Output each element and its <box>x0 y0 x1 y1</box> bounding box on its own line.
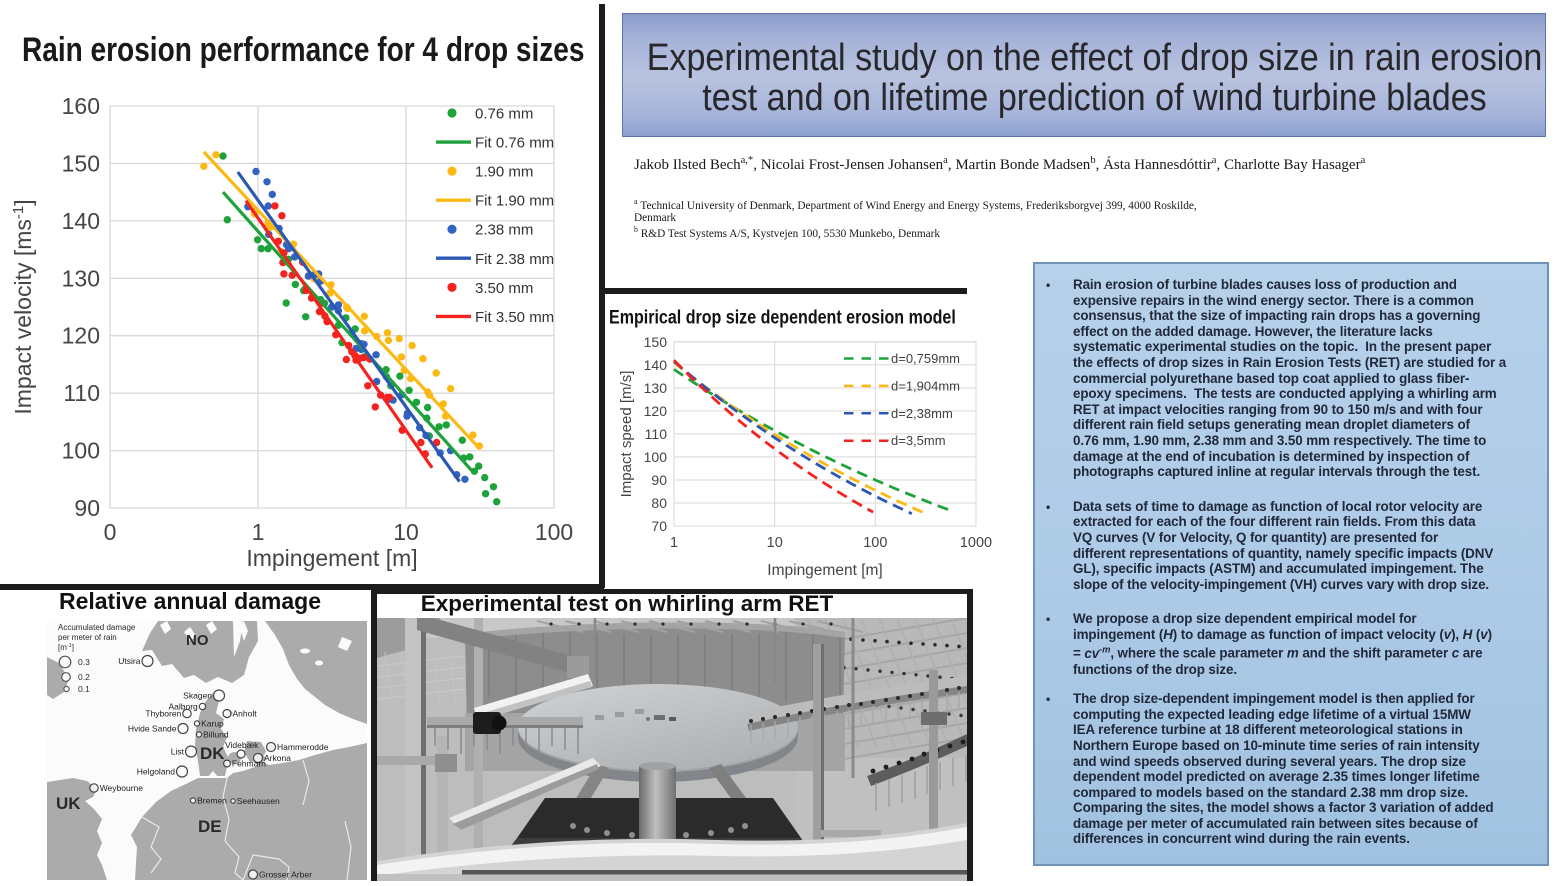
svg-text:130: 130 <box>62 265 100 291</box>
svg-text:110: 110 <box>645 426 668 442</box>
svg-text:90: 90 <box>74 495 100 521</box>
svg-text:Hammerodde: Hammerodde <box>277 742 329 752</box>
svg-text:Grosser Arber: Grosser Arber <box>259 870 312 880</box>
svg-text:1: 1 <box>252 519 265 545</box>
svg-text:DK: DK <box>200 744 225 763</box>
svg-text:d=0,759mm: d=0,759mm <box>891 351 960 366</box>
svg-text:d=2,38mm: d=2,38mm <box>891 406 953 421</box>
svg-text:160: 160 <box>62 93 100 119</box>
svg-text:Accumulated damage: Accumulated damage <box>58 623 136 632</box>
svg-text:Rain erosion performance for 4: Rain erosion performance for 4 drop size… <box>22 30 585 68</box>
svg-text:1: 1 <box>670 535 678 551</box>
svg-text:Helgoland: Helgoland <box>137 767 176 777</box>
svg-text:[m-1]: [m-1] <box>58 643 74 652</box>
svg-text:0.1: 0.1 <box>78 684 90 694</box>
svg-text:Impingement [m]: Impingement [m] <box>246 545 417 571</box>
svg-text:0.76 mm: 0.76 mm <box>475 106 533 123</box>
svg-text:Thyboren: Thyboren <box>145 709 181 719</box>
svg-text:140: 140 <box>62 208 100 234</box>
svg-text:Utsira: Utsira <box>118 656 140 666</box>
svg-text:2.38 mm: 2.38 mm <box>475 222 533 239</box>
svg-text:Hvide Sande: Hvide Sande <box>128 724 177 734</box>
svg-text:100: 100 <box>644 449 668 465</box>
svg-text:100: 100 <box>863 535 887 551</box>
svg-text:150: 150 <box>644 334 668 350</box>
svg-text:Anholt: Anholt <box>233 709 258 719</box>
svg-text:140: 140 <box>644 357 668 373</box>
svg-text:80: 80 <box>651 495 667 511</box>
svg-text:Impingement [m]: Impingement [m] <box>767 562 882 579</box>
svg-text:Fit 3.50 mm: Fit 3.50 mm <box>475 309 554 326</box>
svg-text:100: 100 <box>535 519 573 545</box>
svg-text:Empirical drop size dependent: Empirical drop size dependent erosion mo… <box>609 306 956 328</box>
svg-text:Fit 2.38 mm: Fit 2.38 mm <box>475 251 554 268</box>
svg-text:Impact velocity [ms-1]: Impact velocity [ms-1] <box>10 199 36 414</box>
svg-text:3.50 mm: 3.50 mm <box>475 280 533 297</box>
svg-text:Fit 1.90 mm: Fit 1.90 mm <box>475 193 554 210</box>
svg-text:Karup: Karup <box>201 719 224 729</box>
svg-text:Arkona: Arkona <box>264 753 291 763</box>
svg-text:120: 120 <box>644 403 668 419</box>
svg-text:0.2: 0.2 <box>78 672 90 682</box>
svg-text:d=1,904mm: d=1,904mm <box>891 378 960 393</box>
svg-text:0: 0 <box>104 519 117 545</box>
svg-text:130: 130 <box>644 380 668 396</box>
svg-text:120: 120 <box>62 323 100 349</box>
svg-text:10: 10 <box>767 535 783 551</box>
svg-text:70: 70 <box>651 518 667 534</box>
svg-text:Fehmarn: Fehmarn <box>232 759 266 769</box>
svg-text:1000: 1000 <box>960 535 992 551</box>
svg-text:NO: NO <box>186 632 209 649</box>
svg-text:Aalborg: Aalborg <box>168 702 198 712</box>
svg-text:Skagen: Skagen <box>183 691 212 701</box>
svg-text:Bremen: Bremen <box>197 796 227 806</box>
svg-text:Fit 0.76 mm: Fit 0.76 mm <box>475 135 554 152</box>
svg-text:1.90 mm: 1.90 mm <box>475 164 533 181</box>
svg-text:UK: UK <box>56 794 81 813</box>
svg-text:Impact speed [m/s]: Impact speed [m/s] <box>618 371 635 498</box>
svg-text:d=3,5mm: d=3,5mm <box>891 433 946 448</box>
svg-text:Weybourne: Weybourne <box>100 783 144 793</box>
svg-text:Billund: Billund <box>203 730 229 740</box>
svg-text:110: 110 <box>63 380 100 406</box>
svg-text:150: 150 <box>62 150 100 176</box>
svg-text:0.3: 0.3 <box>78 657 90 667</box>
svg-text:Seehausen: Seehausen <box>237 796 280 806</box>
svg-text:List: List <box>171 747 185 757</box>
svg-text:Videbæk: Videbæk <box>225 740 259 750</box>
svg-text:90: 90 <box>651 472 667 488</box>
svg-text:100: 100 <box>62 438 100 464</box>
svg-text:10: 10 <box>393 519 419 545</box>
svg-text:per meter of rain: per meter of rain <box>58 633 117 642</box>
svg-text:DE: DE <box>198 817 222 836</box>
